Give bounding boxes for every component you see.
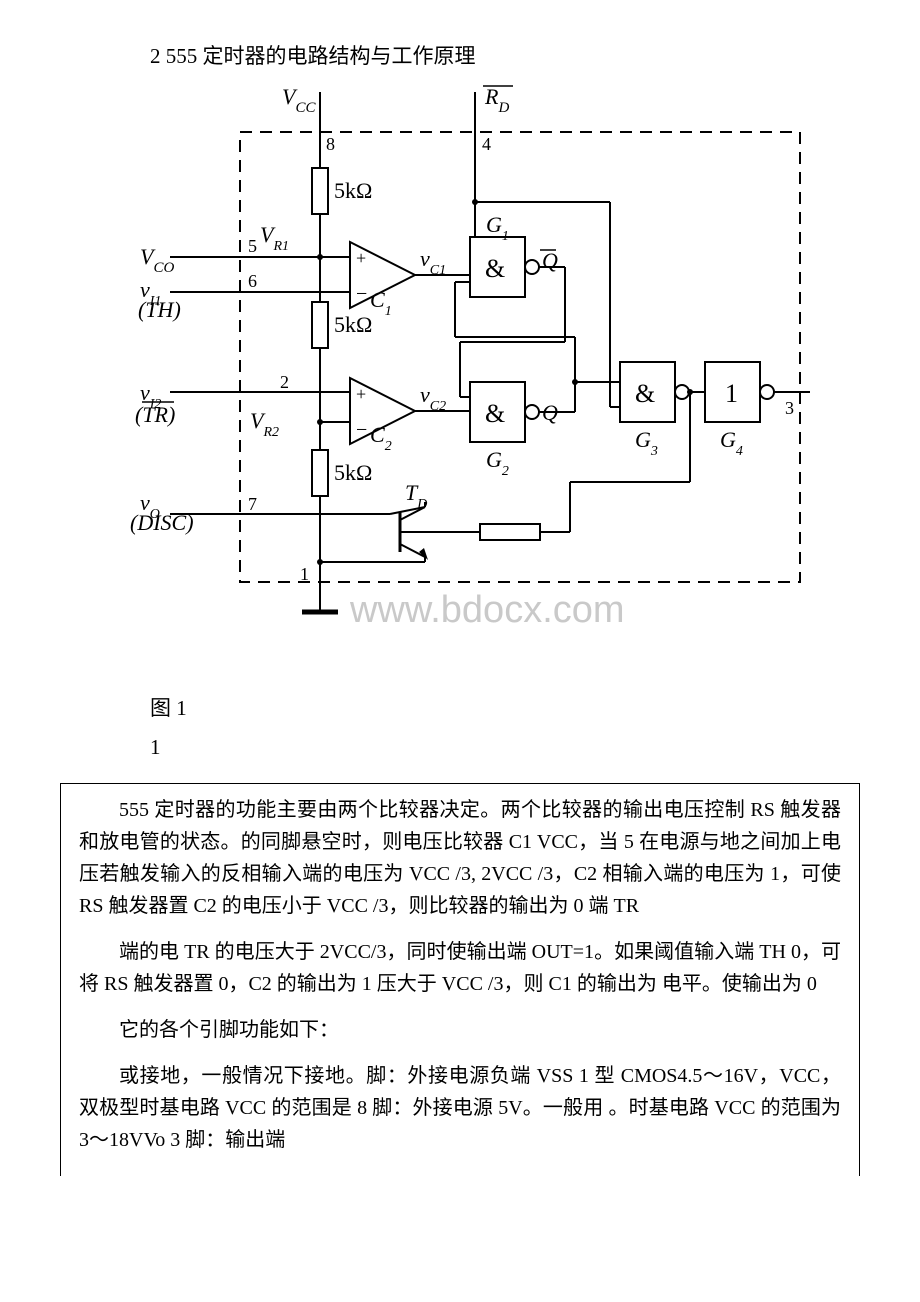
svg-text:&: & [485, 254, 505, 283]
svg-text:vC2: vC2 [420, 382, 446, 414]
svg-text:VR1: VR1 [260, 222, 289, 254]
svg-text:G2: G2 [486, 447, 509, 479]
svg-text:(TH): (TH) [138, 297, 181, 322]
svg-text:+: + [356, 248, 366, 268]
svg-text:RD: RD [484, 84, 509, 116]
figure-sublabel: 1 [150, 731, 860, 765]
svg-text:5kΩ: 5kΩ [334, 460, 372, 485]
paragraph-3: 它的各个引脚功能如下： [79, 1014, 841, 1046]
svg-text:G3: G3 [635, 427, 658, 459]
figure-label: 图 1 [150, 692, 860, 726]
watermark-text: www.bdocx.com [349, 589, 625, 631]
svg-text:G4: G4 [720, 427, 743, 459]
pin-1: 1 [300, 564, 309, 584]
svg-text:VCO: VCO [140, 244, 174, 276]
pin-5: 5 [248, 236, 257, 256]
svg-text:C1: C1 [370, 287, 392, 319]
svg-text:vC1: vC1 [420, 246, 446, 278]
svg-text:Q: Q [542, 248, 558, 273]
svg-text:VR2: VR2 [250, 408, 279, 440]
svg-text:C2: C2 [370, 422, 392, 454]
circuit-diagram: VCC 8 RD 4 5kΩ 5kΩ 5kΩ VCO 5 VR1 vI1 (TH… [130, 82, 810, 652]
paragraph-4: 或接地，一般情况下接地。脚：外接电源负端 VSS 1 型 CMOS4.5～16V… [79, 1060, 841, 1156]
svg-text:1: 1 [725, 379, 738, 408]
pin-4: 4 [482, 134, 491, 154]
svg-text:−: − [356, 283, 367, 305]
text-box: 555 定时器的功能主要由两个比较器决定。两个比较器的输出电压控制 RS 触发器… [60, 783, 860, 1176]
svg-text:(DISC): (DISC) [130, 510, 194, 535]
pin-3: 3 [785, 398, 794, 418]
section-heading: 2 555 定时器的电路结构与工作原理 [150, 40, 860, 74]
pin-7: 7 [248, 494, 257, 514]
pin-8: 8 [326, 134, 335, 154]
svg-text:(TR): (TR) [135, 402, 175, 427]
paragraph-1: 555 定时器的功能主要由两个比较器决定。两个比较器的输出电压控制 RS 触发器… [79, 794, 841, 922]
svg-text:&: & [485, 399, 505, 428]
pin-6: 6 [248, 271, 257, 291]
paragraph-2: 端的电 TR 的电压大于 2VCC/3，同时使输出端 OUT=1。如果阈值输入端… [79, 936, 841, 1000]
svg-text:VCC: VCC [282, 84, 316, 116]
svg-text:+: + [356, 384, 366, 404]
pin-2: 2 [280, 372, 289, 392]
svg-text:5kΩ: 5kΩ [334, 312, 372, 337]
svg-text:&: & [635, 379, 655, 408]
svg-text:5kΩ: 5kΩ [334, 178, 372, 203]
svg-text:−: − [356, 419, 367, 441]
